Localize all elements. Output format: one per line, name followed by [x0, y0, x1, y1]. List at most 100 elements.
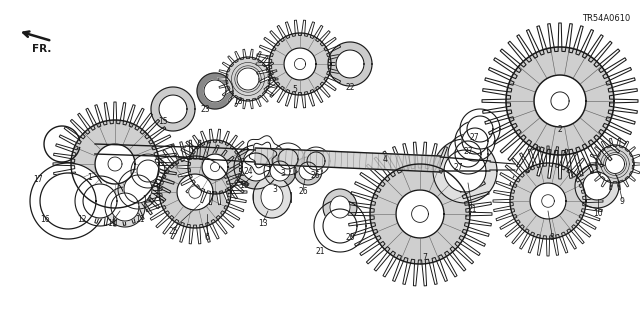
Polygon shape	[448, 134, 488, 174]
Polygon shape	[294, 157, 322, 185]
Polygon shape	[137, 160, 159, 182]
Polygon shape	[482, 23, 638, 179]
Polygon shape	[174, 126, 256, 208]
Polygon shape	[433, 139, 497, 203]
Text: 1: 1	[88, 173, 92, 182]
Text: 27: 27	[453, 162, 463, 172]
Polygon shape	[71, 120, 159, 208]
Polygon shape	[488, 142, 607, 260]
Polygon shape	[159, 156, 231, 228]
Polygon shape	[396, 190, 444, 238]
Polygon shape	[124, 175, 152, 203]
Polygon shape	[131, 154, 165, 188]
Text: 24: 24	[243, 167, 253, 175]
Polygon shape	[108, 157, 122, 171]
Text: 4: 4	[383, 154, 387, 164]
Polygon shape	[83, 184, 117, 218]
Text: FR.: FR.	[32, 44, 52, 54]
Polygon shape	[278, 149, 298, 169]
Polygon shape	[583, 172, 611, 200]
Text: 10: 10	[593, 210, 603, 219]
Polygon shape	[139, 136, 251, 248]
Polygon shape	[493, 146, 603, 256]
Polygon shape	[314, 200, 366, 252]
Text: 15: 15	[158, 116, 168, 125]
Text: 21: 21	[316, 247, 324, 256]
Polygon shape	[211, 162, 220, 172]
Polygon shape	[302, 147, 330, 175]
Ellipse shape	[330, 196, 350, 218]
Polygon shape	[294, 58, 306, 70]
Polygon shape	[534, 75, 586, 127]
Polygon shape	[151, 87, 195, 131]
Polygon shape	[242, 153, 270, 181]
Polygon shape	[188, 140, 242, 194]
Polygon shape	[476, 17, 640, 185]
Polygon shape	[510, 163, 586, 239]
Polygon shape	[299, 162, 317, 180]
Polygon shape	[53, 102, 177, 226]
Polygon shape	[75, 176, 125, 226]
Polygon shape	[159, 95, 187, 123]
Polygon shape	[118, 169, 158, 209]
Text: 25: 25	[168, 226, 178, 235]
Text: 17: 17	[33, 174, 43, 183]
Polygon shape	[551, 92, 569, 110]
Text: 26: 26	[310, 172, 320, 181]
Polygon shape	[467, 116, 493, 142]
Polygon shape	[237, 68, 259, 90]
Ellipse shape	[261, 184, 283, 210]
Text: 3: 3	[273, 184, 277, 194]
Polygon shape	[218, 49, 278, 109]
Polygon shape	[177, 174, 213, 210]
Polygon shape	[204, 80, 226, 102]
Polygon shape	[270, 161, 290, 181]
Polygon shape	[143, 140, 247, 244]
Text: 23: 23	[200, 105, 210, 114]
Polygon shape	[264, 155, 296, 187]
Polygon shape	[307, 152, 325, 170]
Polygon shape	[506, 47, 614, 155]
Polygon shape	[272, 143, 304, 175]
Polygon shape	[412, 206, 428, 222]
Polygon shape	[462, 128, 488, 154]
Polygon shape	[48, 97, 182, 231]
Polygon shape	[40, 173, 96, 229]
Polygon shape	[575, 164, 619, 208]
Polygon shape	[30, 163, 106, 239]
Polygon shape	[202, 154, 228, 180]
Text: 11: 11	[135, 214, 145, 224]
Text: 27: 27	[469, 132, 479, 142]
Polygon shape	[249, 142, 276, 168]
Text: 3: 3	[280, 169, 285, 179]
Polygon shape	[589, 138, 640, 190]
Text: 12: 12	[77, 214, 87, 224]
Polygon shape	[189, 186, 202, 198]
Polygon shape	[95, 144, 135, 184]
Text: 20: 20	[345, 233, 355, 241]
Text: 7: 7	[422, 253, 428, 262]
Polygon shape	[323, 209, 357, 243]
Text: 18: 18	[233, 97, 243, 106]
Text: 16: 16	[40, 214, 50, 224]
Polygon shape	[244, 136, 282, 174]
Text: 5: 5	[292, 85, 298, 93]
Polygon shape	[370, 164, 470, 264]
Polygon shape	[255, 148, 440, 172]
Polygon shape	[177, 129, 253, 205]
Polygon shape	[541, 195, 554, 207]
Text: 8: 8	[550, 233, 554, 241]
Polygon shape	[530, 183, 566, 219]
Text: 19: 19	[239, 182, 249, 190]
Polygon shape	[444, 150, 486, 192]
Polygon shape	[256, 20, 344, 108]
Polygon shape	[226, 57, 270, 101]
Text: 2: 2	[557, 124, 563, 133]
Polygon shape	[348, 142, 492, 286]
Polygon shape	[197, 73, 233, 109]
Polygon shape	[328, 42, 372, 86]
Polygon shape	[269, 33, 331, 95]
Polygon shape	[460, 109, 500, 149]
Text: 11: 11	[108, 219, 116, 228]
Text: TR54A0610: TR54A0610	[582, 14, 630, 23]
